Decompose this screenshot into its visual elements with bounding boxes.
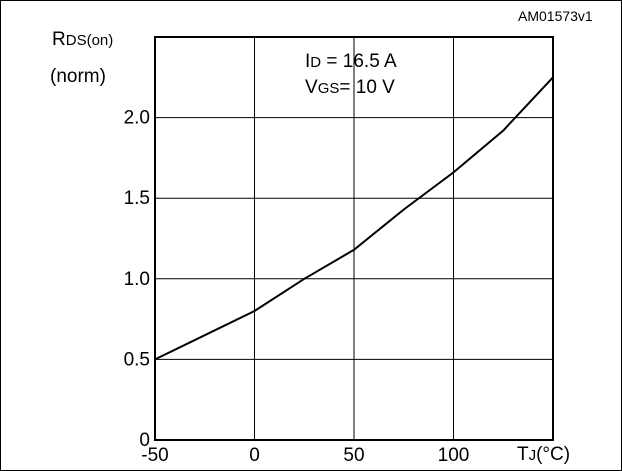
y-tick-label: 0.5 <box>124 349 150 370</box>
y-tick-label: 1.0 <box>124 269 150 290</box>
y-axis-label-norm: (norm) <box>50 66 106 87</box>
grid <box>155 37 553 440</box>
x-axis-label: TJ(°C) <box>517 444 570 465</box>
figure-id: AM01573v1 <box>518 8 593 24</box>
condition-vgs-main: V <box>305 77 318 98</box>
y-axis-label: RDS(on) <box>52 29 113 50</box>
condition-vgs-subscript: GS <box>318 80 340 97</box>
y-tick-label: 2.0 <box>124 108 150 129</box>
x-tick-label: -50 <box>141 445 168 466</box>
series-line <box>154 76 554 361</box>
x-axis-label-subscript: J <box>529 447 537 464</box>
condition-id: ID = 16.5 A <box>305 51 397 72</box>
y-tick-label: 0 <box>139 430 150 451</box>
y-tick-label: 1.5 <box>124 188 150 209</box>
condition-vgs: VGS= 10 V <box>305 77 395 98</box>
y-axis-label-main: R <box>52 29 66 50</box>
x-axis-label-unit: (°C) <box>536 444 570 465</box>
plot-area <box>154 36 554 441</box>
condition-id-value: = 16.5 A <box>321 51 397 72</box>
y-tick-labels: 0 0.5 1.0 1.5 2.0 <box>124 108 150 451</box>
condition-id-main: I <box>305 51 310 72</box>
x-tick-label: 100 <box>438 445 470 466</box>
x-tick-label: 50 <box>343 445 364 466</box>
x-tick-labels: -50 0 50 100 <box>141 445 469 466</box>
condition-id-subscript: D <box>310 54 321 71</box>
condition-vgs-value: = 10 V <box>339 77 395 98</box>
y-axis-label-subscript: DS(on) <box>66 32 114 49</box>
x-tick-label: 0 <box>249 445 260 466</box>
x-axis-label-main: T <box>517 444 529 465</box>
